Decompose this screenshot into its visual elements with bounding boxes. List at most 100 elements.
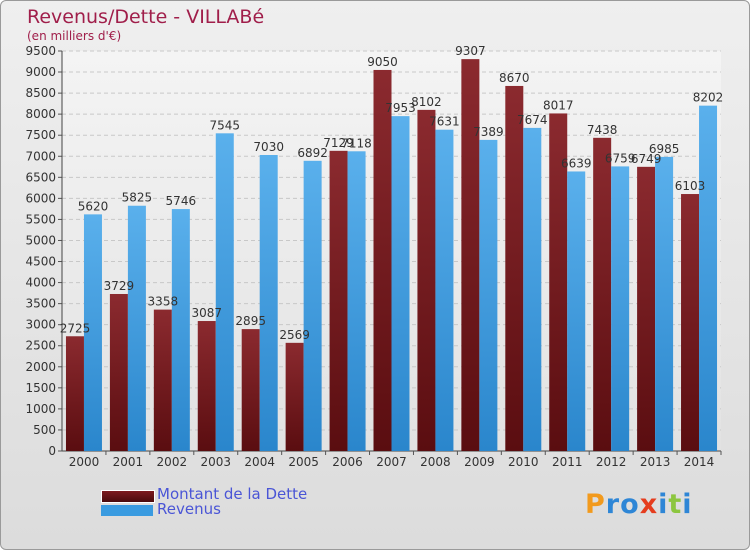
- bar-debt: [461, 59, 480, 452]
- legend-swatch-debt: [101, 490, 155, 503]
- bar-revenue: [523, 127, 542, 451]
- data-label-debt: 8017: [543, 98, 574, 112]
- chart-title: Revenus/Dette - VILLABé: [27, 6, 265, 28]
- logo-letter: i: [682, 489, 693, 520]
- bar-debt: [329, 150, 348, 451]
- y-tick-label: 5000: [25, 233, 56, 247]
- data-label-revenue: 5746: [166, 194, 197, 208]
- data-label-revenue: 6985: [649, 142, 680, 156]
- x-tick-label: 2011: [552, 455, 583, 469]
- bar-revenue: [303, 160, 322, 451]
- y-tick-label: 6000: [25, 191, 56, 205]
- y-tick-label: 500: [33, 423, 56, 437]
- x-tick-label: 2003: [200, 455, 231, 469]
- y-tick-label: 1000: [25, 402, 56, 416]
- bar-debt: [417, 109, 436, 451]
- y-tick-label: 0: [48, 444, 56, 458]
- y-tick-label: 1500: [25, 381, 56, 395]
- data-label-debt: 7129: [323, 136, 354, 150]
- y-tick-label: 9000: [25, 65, 56, 79]
- y-tick-label: 2000: [25, 360, 56, 374]
- data-label-debt: 2725: [60, 321, 91, 335]
- y-tick-label: 6500: [25, 170, 56, 184]
- data-label-debt: 3729: [104, 279, 135, 293]
- bar-revenue: [611, 166, 630, 451]
- proxiti-logo: Proxiti: [585, 489, 693, 520]
- data-label-revenue: 6759: [605, 151, 636, 165]
- y-tick-label: 8500: [25, 86, 56, 100]
- y-tick-label: 3500: [25, 297, 56, 311]
- y-tick-label: 4000: [25, 276, 56, 290]
- bar-revenue: [655, 156, 674, 452]
- y-tick-label: 9500: [25, 44, 56, 58]
- data-label-revenue: 7545: [209, 118, 240, 132]
- x-tick-label: 2008: [420, 455, 451, 469]
- x-tick-label: 2002: [157, 455, 188, 469]
- x-tick-label: 2012: [596, 455, 627, 469]
- x-tick-label: 2010: [508, 455, 539, 469]
- bar-debt: [373, 69, 392, 452]
- bar-debt: [241, 329, 260, 451]
- data-label-revenue: 5825: [122, 191, 153, 205]
- bar-debt: [505, 85, 524, 452]
- data-label-debt: 6749: [631, 152, 662, 166]
- data-label-revenue: 7030: [253, 140, 284, 154]
- bar-revenue: [215, 133, 234, 451]
- logo-letter: r: [605, 489, 621, 520]
- data-label-revenue: 6892: [297, 146, 328, 160]
- y-tick-label: 8000: [25, 107, 56, 121]
- data-label-revenue: 7631: [429, 115, 460, 129]
- y-tick-label: 5500: [25, 212, 56, 226]
- bar-revenue: [259, 155, 278, 451]
- data-label-debt: 2569: [279, 328, 310, 342]
- data-label-debt: 9307: [455, 44, 486, 58]
- data-label-revenue: 8202: [693, 91, 724, 105]
- logo-letter: t: [668, 489, 683, 520]
- bar-debt: [109, 293, 128, 451]
- x-tick-label: 2014: [684, 455, 715, 469]
- bar-revenue: [479, 139, 498, 451]
- data-label-debt: 8670: [499, 71, 530, 85]
- x-tick-label: 2007: [376, 455, 407, 469]
- y-tick-label: 2500: [25, 339, 56, 353]
- y-tick-label: 4500: [25, 255, 56, 269]
- x-tick-label: 2009: [464, 455, 495, 469]
- y-tick-label: 7000: [25, 149, 56, 163]
- legend-label-debt: Montant de la Dette: [157, 485, 308, 503]
- data-label-revenue: 7118: [341, 136, 372, 150]
- y-tick-label: 7500: [25, 128, 56, 142]
- bar-debt: [681, 194, 700, 451]
- bar-revenue: [83, 214, 102, 451]
- logo-letter: P: [585, 489, 606, 520]
- bar-revenue: [127, 205, 146, 451]
- bar-revenue: [567, 171, 586, 451]
- data-label-revenue: 6639: [561, 156, 592, 170]
- data-label-revenue: 7389: [473, 125, 504, 139]
- data-label-debt: 3087: [191, 306, 222, 320]
- x-tick-label: 2004: [244, 455, 275, 469]
- x-tick-label: 2001: [113, 455, 144, 469]
- data-label-debt: 2895: [235, 314, 266, 328]
- bar-debt: [637, 166, 656, 451]
- bar-debt: [549, 113, 568, 451]
- legend-swatch-revenue: [101, 505, 153, 516]
- bar-revenue: [347, 151, 366, 451]
- data-label-debt: 6103: [675, 179, 706, 193]
- bar-revenue: [171, 209, 190, 451]
- bar-debt: [153, 309, 172, 451]
- data-label-revenue: 7953: [385, 101, 416, 115]
- bar-revenue: [435, 129, 454, 451]
- bar-debt: [593, 137, 612, 452]
- bar-revenue: [391, 116, 410, 451]
- data-label-revenue: 7674: [517, 113, 548, 127]
- x-tick-label: 2013: [640, 455, 671, 469]
- x-tick-label: 2005: [288, 455, 319, 469]
- x-tick-label: 2006: [332, 455, 363, 469]
- data-label-revenue: 5620: [78, 199, 109, 213]
- bar-revenue: [699, 105, 718, 451]
- legend-label-revenue: Revenus: [157, 500, 221, 518]
- data-label-debt: 9050: [367, 55, 398, 69]
- chart-subtitle: (en milliers d'€): [27, 29, 122, 43]
